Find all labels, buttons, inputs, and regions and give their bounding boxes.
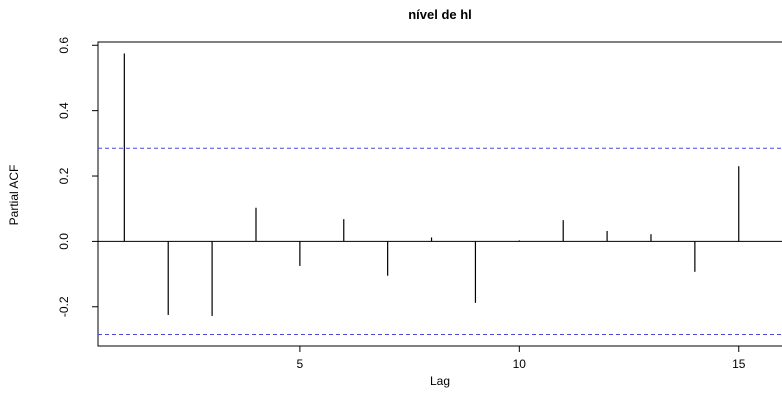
y-tick-label: 0.2 [57,167,71,184]
y-tick-label: 0.6 [57,37,71,54]
x-tick-label: 10 [513,357,527,371]
y-tick-label: 0.4 [57,102,71,119]
x-tick-label: 15 [732,357,746,371]
y-tick-label: 0.0 [57,233,71,250]
chart-title: nível de hl [408,7,472,22]
y-axis-label: Partial ACF [7,165,21,226]
y-tick-label: -0.2 [57,296,71,317]
x-tick-label: 5 [297,357,304,371]
y-axis: -0.2 0.0 0.2 0.4 0.6 [57,37,98,317]
x-axis-label: Lag [430,374,450,388]
plot-frame [97,41,782,347]
x-axis: 5 10 15 [297,346,746,371]
chart-marks [98,53,782,336]
